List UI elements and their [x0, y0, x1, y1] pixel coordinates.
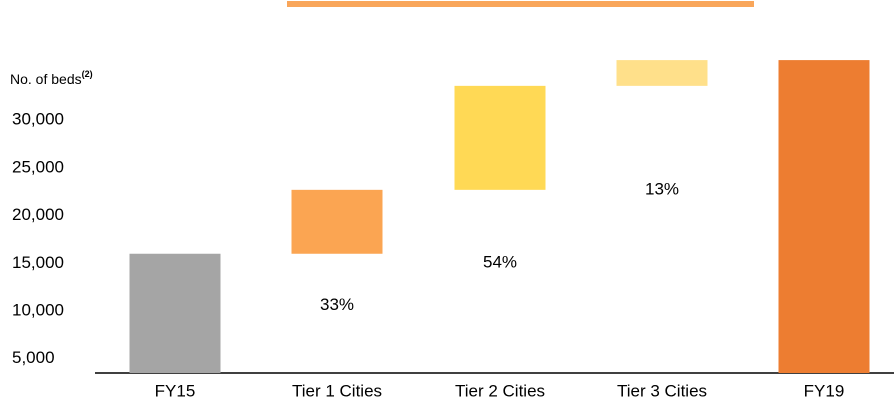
bar [616, 60, 708, 86]
share-label: 13% [645, 179, 679, 198]
bar [291, 189, 383, 254]
y-axis-label-note: (2) [82, 69, 93, 79]
bar [778, 60, 870, 374]
share-label: 33% [320, 295, 354, 314]
y-tick-label: 20,000 [12, 205, 64, 224]
y-tick-label: 30,000 [12, 110, 64, 129]
x-tick-label: Tier 2 Cities [455, 381, 545, 400]
share-label: 54% [483, 252, 517, 271]
bar [454, 85, 546, 190]
y-axis-label-text: No. of beds [10, 71, 82, 87]
bar [129, 253, 221, 373]
x-tick-label: Tier 3 Cities [617, 381, 707, 400]
y-tick-label: 5,000 [12, 348, 55, 367]
y-tick-label: 25,000 [12, 157, 64, 176]
header-rule [287, 1, 754, 7]
x-tick-label: FY15 [155, 381, 196, 400]
x-tick-label: FY19 [804, 381, 845, 400]
y-axis-label: No. of beds(2) [10, 69, 93, 86]
x-tick-label: Tier 1 Cities [292, 381, 382, 400]
y-tick-label: 10,000 [12, 300, 64, 319]
y-tick-label: 15,000 [12, 253, 64, 272]
